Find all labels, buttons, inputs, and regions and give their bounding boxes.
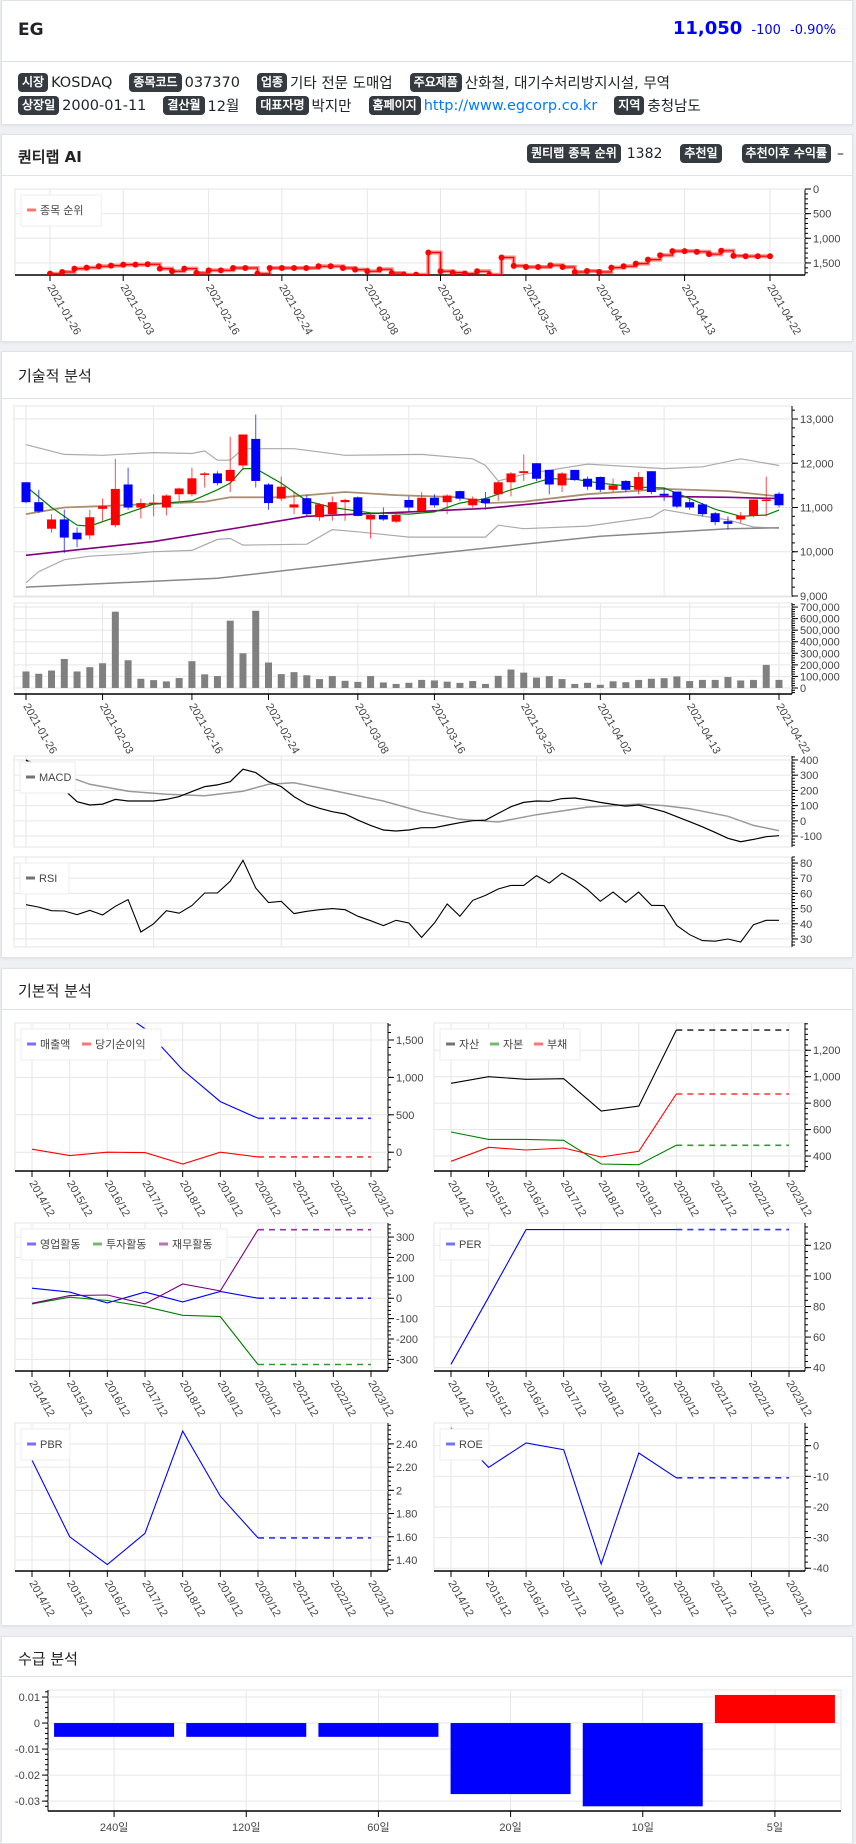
quantilab-stats: 퀀티랩 종목 순위 1382 추천일 추천이후 수익률 –	[527, 144, 844, 163]
stock-title-bar: EG 11,050 -100 -0.90%	[2, 1, 852, 62]
rank-label: 퀀티랩 종목 순위	[527, 144, 621, 163]
info-value: 박지만	[311, 99, 352, 115]
technical-title: 기술적 분석	[18, 367, 92, 385]
info-value: 기타 전문 도매업	[290, 76, 393, 92]
info-fiscal-month: 결산월 12월	[163, 95, 239, 116]
info-value: 12월	[207, 99, 240, 115]
info-row-1: 시장 KOSDAQ 종목코드 037370 업종 기타 전문 도매업 주요제품 산화철,…	[18, 72, 670, 93]
quantilab-card: 퀀티랩 AI 퀀티랩 종목 순위 1382 추천일 추천이후 수익률 –	[1, 134, 853, 342]
homepage-link[interactable]: http://www.egcorp.co.kr	[423, 97, 598, 114]
info-label: 업종	[256, 73, 288, 92]
info-label: 결산월	[163, 96, 205, 115]
info-value: 2000-01-11	[62, 97, 147, 114]
info-value: 충청남도	[647, 99, 701, 115]
technical-analysis-card: 기술적 분석	[1, 351, 853, 958]
info-label: 주요제품	[409, 73, 462, 92]
quantilab-header: 퀀티랩 AI 퀀티랩 종목 순위 1382 추천일 추천이후 수익률 –	[2, 135, 852, 176]
info-products: 주요제품 산화철, 대기수처리방지시설, 무역	[409, 72, 671, 93]
fundamental-header: 기본적 분석	[2, 969, 852, 1010]
info-region: 지역 충청남도	[614, 95, 701, 116]
quantilab-title: 퀀티랩 AI	[18, 148, 82, 166]
info-row-2: 상장일 2000-01-11 결산월 12월 대표자명 박지만 홈페이지 http://…	[18, 95, 701, 116]
current-price: 11,050	[672, 18, 743, 39]
info-industry: 업종 기타 전문 도매업	[256, 72, 393, 93]
info-market: 시장 KOSDAQ	[18, 73, 112, 92]
info-label: 대표자명	[256, 96, 309, 115]
stock-summary-card: EG 11,050 -100 -0.90% 시장 KOSDAQ 종목코드 03737…	[1, 0, 853, 125]
price-change: -100	[751, 23, 781, 38]
supply-header: 수급 분석	[2, 1637, 852, 1677]
supply-title: 수급 분석	[18, 1650, 78, 1668]
technical-header: 기술적 분석	[2, 352, 852, 399]
supply-analysis-card: 수급 분석	[1, 1636, 853, 1844]
info-label: 지역	[614, 96, 645, 115]
info-label: 시장	[18, 73, 49, 92]
price-change-percent: -0.90%	[790, 23, 836, 38]
return-label: 추천이후 수익률	[741, 144, 831, 163]
info-value: KOSDAQ	[51, 74, 113, 91]
info-label: 상장일	[18, 96, 60, 115]
info-value: 037370	[184, 74, 240, 91]
info-listing-date: 상장일 2000-01-11	[18, 96, 146, 115]
fundamental-title: 기본적 분석	[18, 982, 92, 1000]
stock-name: EG	[18, 20, 44, 40]
return-value: –	[837, 145, 844, 162]
info-label: 홈페이지	[368, 96, 421, 115]
fundamental-analysis-card: 기본적 분석	[1, 968, 853, 1626]
info-homepage: 홈페이지 http://www.egcorp.co.kr	[368, 96, 598, 115]
info-code: 종목코드 037370	[129, 73, 240, 92]
info-label: 종목코드	[129, 73, 182, 92]
rank-value: 1382	[626, 145, 663, 162]
info-ceo: 대표자명 박지만	[256, 95, 352, 116]
recommend-date-label: 추천일	[680, 144, 722, 163]
price-display: 11,050 -100 -0.90%	[673, 18, 836, 39]
info-value: 산화철, 대기수처리방지시설, 무역	[464, 76, 671, 92]
